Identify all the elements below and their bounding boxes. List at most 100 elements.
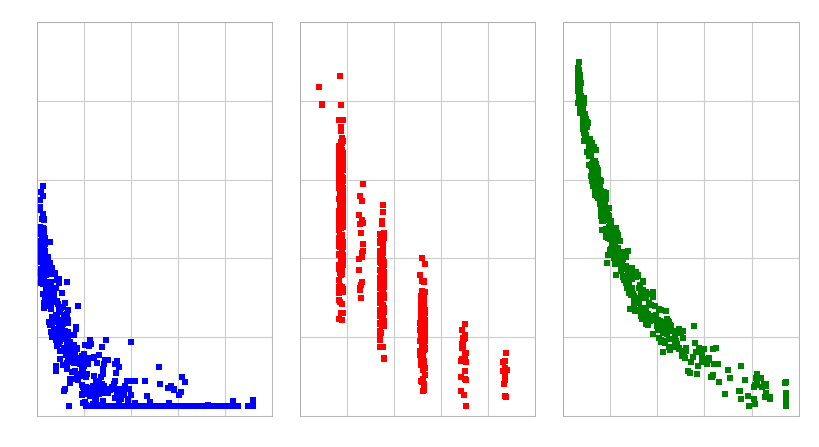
Point [36, 261, 49, 268]
Point [604, 246, 618, 253]
Point [225, 403, 238, 410]
Point [83, 342, 96, 350]
Point [54, 304, 67, 312]
Point [589, 183, 602, 190]
Point [696, 349, 709, 356]
Point [419, 346, 432, 353]
Point [577, 117, 590, 124]
Point [706, 373, 719, 380]
Point [72, 371, 85, 379]
Point [591, 192, 604, 199]
Point [80, 355, 93, 363]
Point [75, 390, 88, 397]
Point [578, 111, 591, 118]
Point [333, 290, 346, 297]
Point [116, 403, 129, 410]
Point [619, 253, 632, 261]
Point [626, 273, 639, 280]
Point [375, 298, 388, 305]
Point [52, 325, 65, 333]
Point [591, 179, 604, 186]
Point [336, 117, 349, 124]
Point [414, 352, 427, 359]
Point [156, 403, 169, 410]
Point [373, 313, 387, 320]
Point [779, 380, 792, 387]
Point [73, 361, 86, 368]
Point [414, 320, 427, 327]
Point [378, 318, 391, 325]
Point [591, 191, 604, 198]
Point [61, 317, 75, 324]
Point [595, 200, 609, 207]
Point [608, 245, 621, 252]
Point [111, 403, 124, 410]
Point [109, 360, 122, 367]
Point [215, 403, 228, 410]
Point [630, 273, 643, 280]
Point [336, 192, 349, 199]
Point [649, 303, 662, 310]
Point [591, 173, 604, 180]
Point [333, 208, 346, 215]
Point [57, 388, 70, 395]
Point [373, 291, 387, 298]
Point [606, 240, 619, 248]
Point [416, 287, 429, 295]
Point [373, 252, 387, 259]
Point [779, 397, 792, 405]
Point [332, 150, 345, 157]
Point [586, 167, 599, 174]
Point [334, 215, 347, 222]
Point [663, 321, 676, 328]
Point [373, 299, 387, 307]
Point [640, 318, 654, 325]
Point [84, 337, 97, 344]
Point [595, 202, 608, 210]
Point [671, 340, 684, 347]
Point [378, 272, 391, 279]
Point [455, 341, 468, 348]
Point [178, 403, 191, 410]
Point [665, 323, 678, 330]
Point [108, 403, 121, 410]
Point [333, 219, 346, 227]
Point [337, 238, 350, 245]
Point [337, 200, 350, 207]
Point [59, 348, 72, 355]
Point [622, 289, 636, 296]
Point [629, 269, 642, 276]
Point [576, 95, 589, 102]
Point [416, 337, 429, 345]
Point [334, 259, 347, 266]
Point [635, 312, 648, 320]
Point [416, 319, 429, 326]
Point [414, 347, 427, 354]
Point [375, 289, 388, 296]
Point [414, 348, 428, 355]
Point [672, 344, 686, 351]
Point [607, 248, 620, 255]
Point [414, 327, 428, 334]
Point [416, 344, 429, 351]
Point [333, 241, 346, 249]
Point [607, 244, 620, 251]
Point [414, 325, 428, 332]
Point [690, 348, 703, 355]
Point [597, 217, 610, 224]
Point [594, 189, 607, 196]
Point [417, 328, 430, 335]
Point [574, 80, 587, 87]
Point [572, 77, 585, 84]
Point [203, 403, 216, 410]
Point [669, 339, 682, 346]
Point [375, 217, 388, 224]
Point [587, 168, 600, 175]
Point [244, 403, 257, 410]
Point [336, 192, 349, 199]
Point [107, 381, 120, 388]
Point [418, 380, 431, 388]
Point [499, 367, 512, 374]
Point [161, 384, 174, 391]
Point [417, 320, 430, 328]
